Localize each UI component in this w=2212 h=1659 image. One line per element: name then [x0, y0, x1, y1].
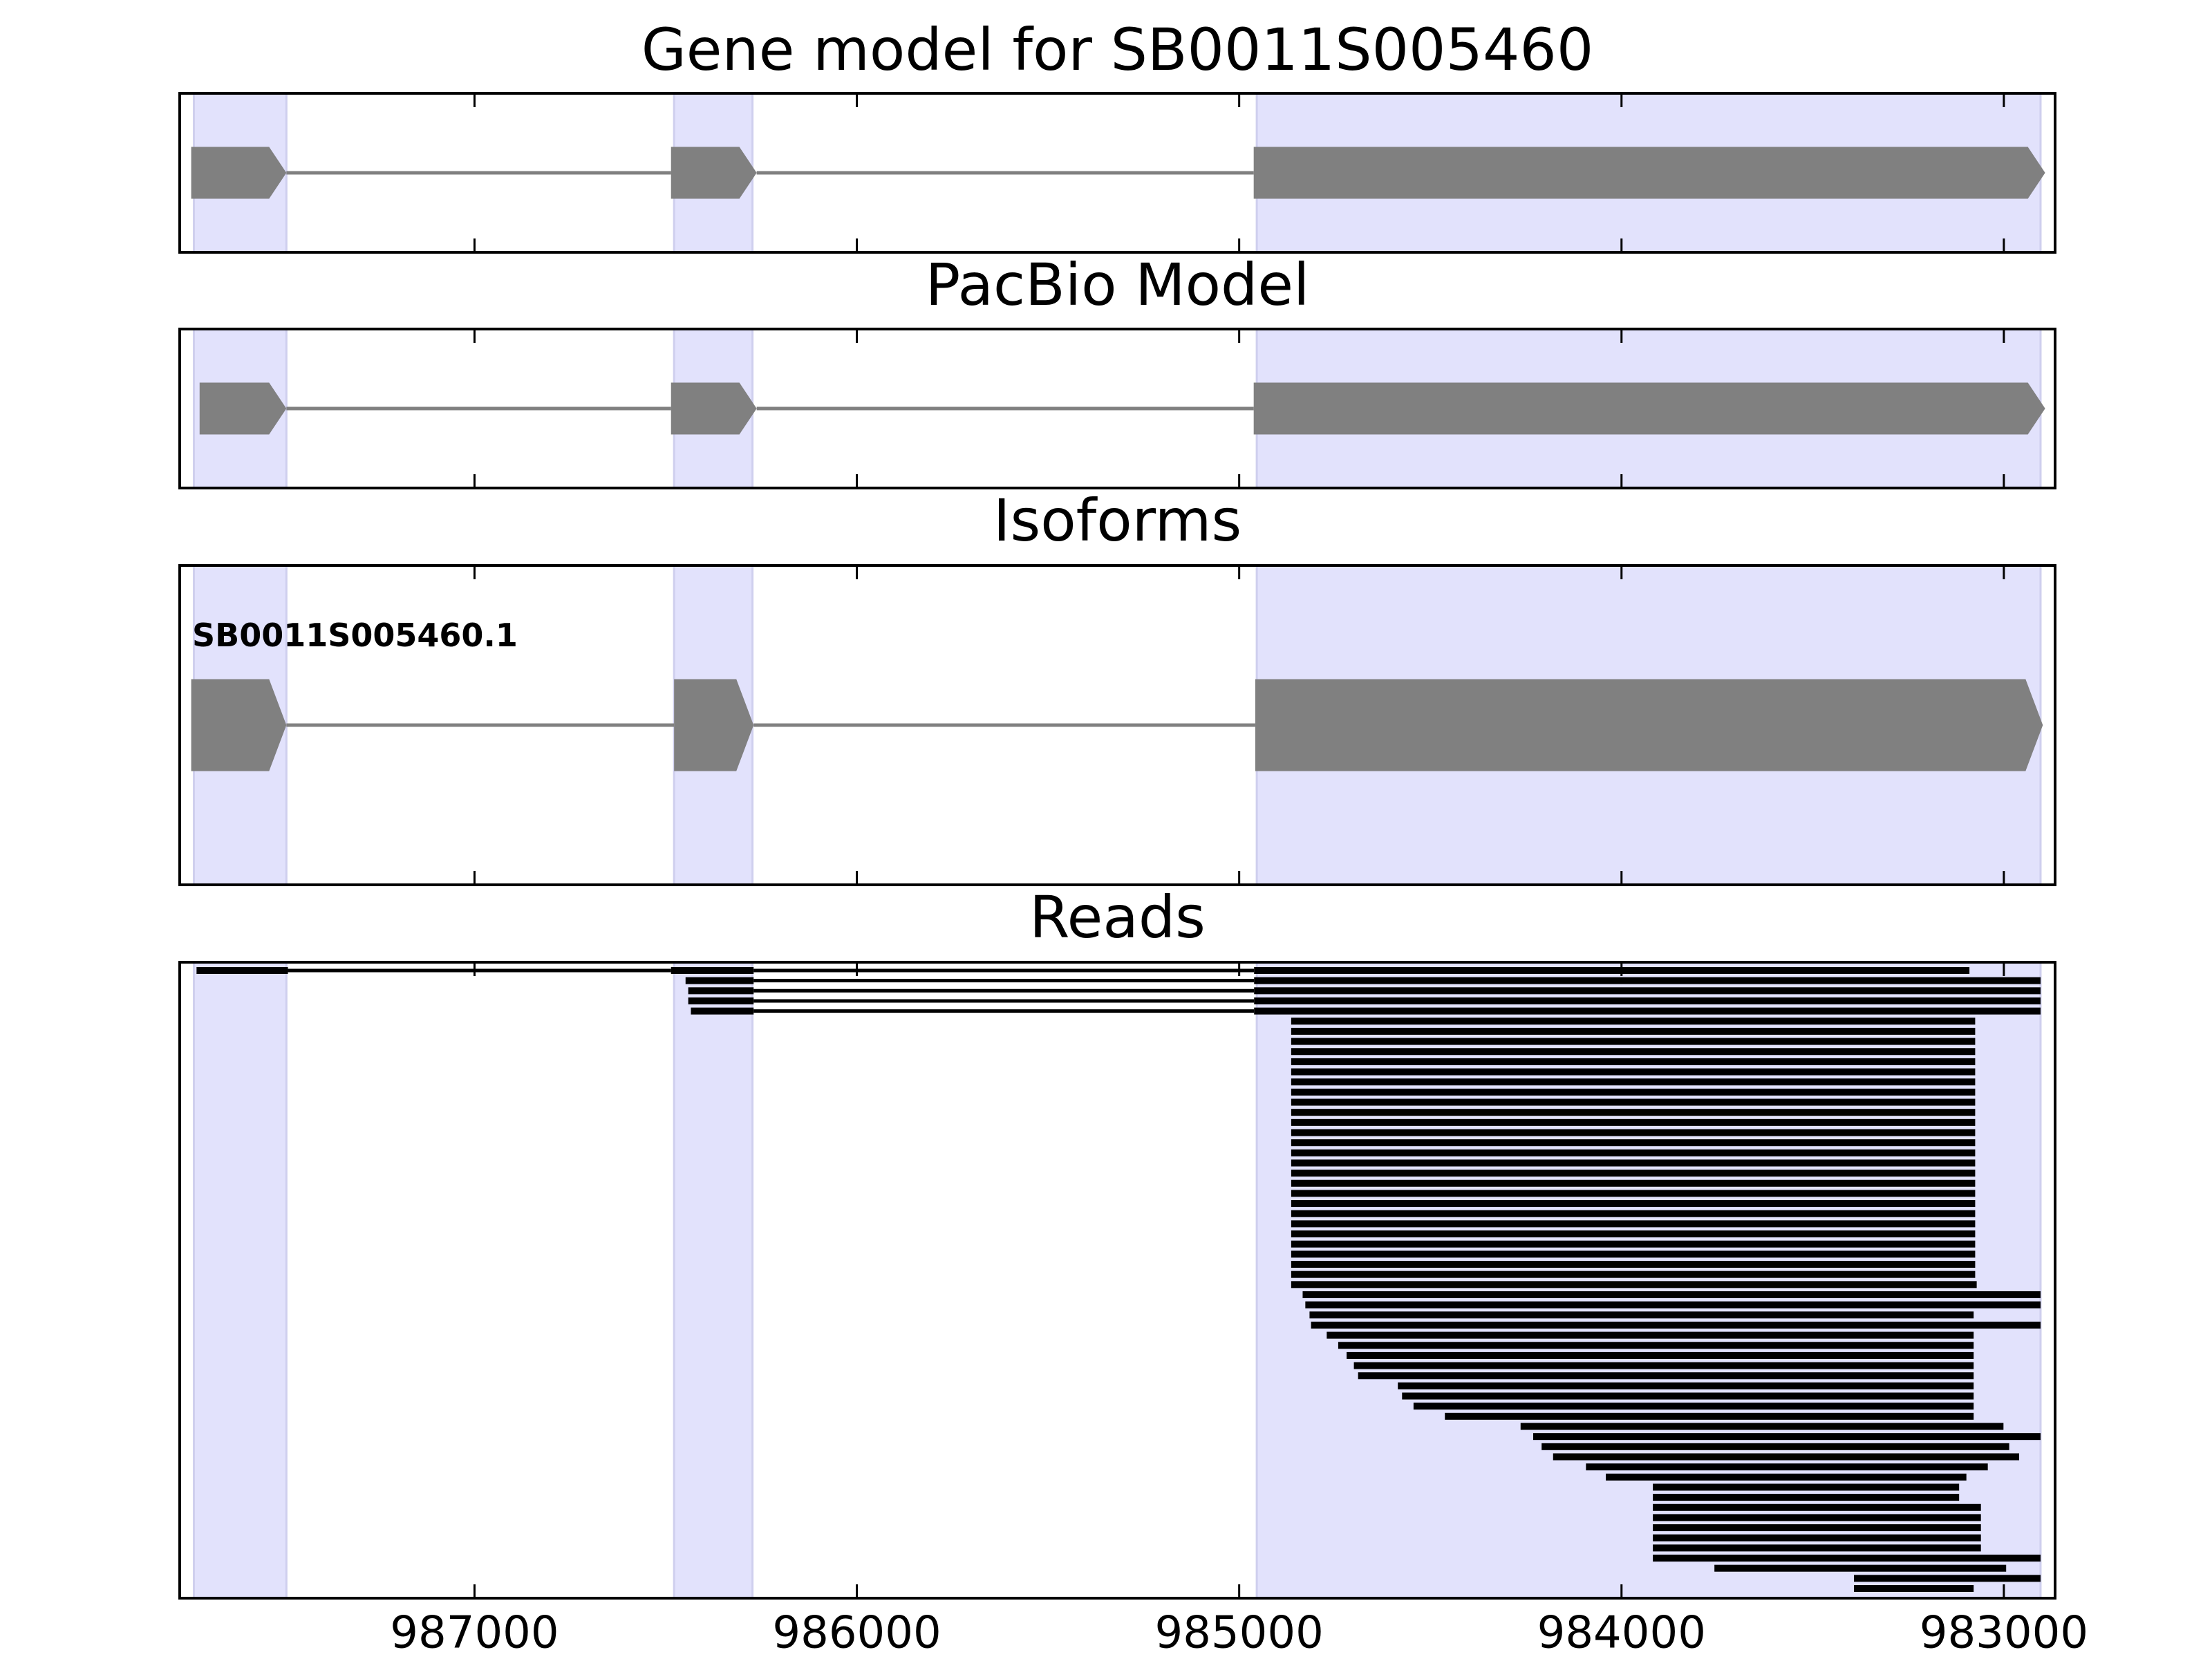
read-block	[1653, 1524, 1981, 1532]
read-block	[1291, 1281, 1977, 1288]
read-block	[1291, 1271, 1976, 1278]
read-block	[1291, 1240, 1976, 1248]
panel-title: Reads	[1029, 883, 1206, 951]
read-block	[1311, 1321, 2041, 1329]
read-block	[1291, 1159, 1976, 1167]
read-block	[1291, 1048, 1976, 1056]
x-tick-label: 985000	[1155, 1608, 1324, 1659]
read-block	[1291, 1109, 1976, 1116]
read-block	[1254, 967, 1970, 974]
read-block	[1533, 1433, 2041, 1441]
read-block	[1338, 1342, 1974, 1349]
read-block	[1254, 987, 2041, 995]
read-block	[1347, 1351, 1974, 1359]
panel-frame	[178, 961, 2056, 1600]
read-block	[1653, 1544, 1981, 1552]
read-block	[1291, 1230, 1976, 1238]
read-block	[685, 977, 754, 984]
read-block	[1291, 1098, 1976, 1106]
read-block	[1291, 1018, 1976, 1025]
isoform-label: SB0011S005460.1	[192, 617, 518, 654]
read-block	[1309, 1311, 1974, 1319]
read-block	[1398, 1382, 1974, 1389]
x-tick-label: 983000	[1920, 1608, 2088, 1659]
exon-region	[1255, 961, 2042, 1600]
read-block	[1854, 1585, 1974, 1592]
read-block	[1541, 1443, 2009, 1450]
read-block	[1291, 1179, 1976, 1187]
read-block	[1854, 1575, 2041, 1582]
read-block	[1254, 1007, 2041, 1015]
read-block	[1291, 1210, 1976, 1217]
exon	[191, 147, 287, 199]
read-block	[1291, 1261, 1976, 1268]
exon-region	[673, 961, 754, 1600]
read-block	[1653, 1494, 1960, 1501]
panel-frame	[178, 328, 2056, 489]
read-block	[688, 997, 754, 1004]
read-block	[1305, 1301, 2041, 1309]
read-block	[1291, 1220, 1976, 1228]
read-block	[1291, 1038, 1976, 1045]
read-block	[1254, 997, 2041, 1004]
read-block	[1653, 1483, 1960, 1491]
read-block	[1291, 1027, 1976, 1035]
read-block	[1714, 1564, 2007, 1572]
read-block	[1402, 1392, 1974, 1400]
read-block	[1327, 1331, 1974, 1339]
panel-frame	[178, 92, 2056, 254]
read-block	[671, 967, 754, 974]
read-block	[688, 987, 754, 995]
read-block	[196, 967, 288, 974]
read-block	[1520, 1423, 2004, 1430]
read-block	[1653, 1534, 1981, 1541]
read-block	[1291, 1058, 1976, 1065]
read-block	[691, 1007, 754, 1015]
panel-title: Gene model for SB0011S005460	[641, 16, 1594, 84]
exon	[671, 147, 757, 199]
read-block	[1291, 1170, 1976, 1177]
exon	[1253, 147, 2045, 199]
read-block	[1653, 1555, 2041, 1562]
panel-title: PacBio Model	[926, 251, 1310, 319]
exon	[674, 679, 754, 771]
x-tick-label: 984000	[1537, 1608, 1706, 1659]
panel-frame	[178, 564, 2056, 886]
read-block	[1606, 1473, 1967, 1481]
read-block	[1291, 1190, 1976, 1197]
read-block	[1254, 977, 2041, 984]
read-block	[1291, 1200, 1976, 1208]
x-tick-label: 987000	[390, 1608, 559, 1659]
read-block	[1553, 1453, 2020, 1461]
read-block	[1353, 1362, 1974, 1369]
exon	[199, 382, 287, 435]
read-block	[1291, 1129, 1976, 1136]
exon-region	[192, 961, 288, 1600]
read-block	[1302, 1291, 2041, 1298]
read-block	[1653, 1514, 1981, 1521]
read-block	[1291, 1139, 1976, 1147]
read-block	[1358, 1372, 1974, 1380]
exon	[1255, 679, 2043, 771]
panel-title: Isoforms	[993, 487, 1242, 554]
read-block	[1291, 1088, 1976, 1096]
read-block	[1653, 1503, 1981, 1511]
x-tick-label: 986000	[772, 1608, 941, 1659]
read-block	[1413, 1403, 1974, 1410]
exon	[671, 382, 757, 435]
read-block	[1291, 1149, 1976, 1156]
exon	[191, 679, 287, 771]
read-block	[1291, 1118, 1976, 1126]
read-block	[1586, 1463, 1988, 1471]
read-block	[1445, 1412, 1974, 1420]
read-block	[1291, 1068, 1976, 1076]
exon	[1253, 382, 2045, 435]
read-block	[1291, 1078, 1976, 1086]
read-block	[1291, 1250, 1976, 1258]
